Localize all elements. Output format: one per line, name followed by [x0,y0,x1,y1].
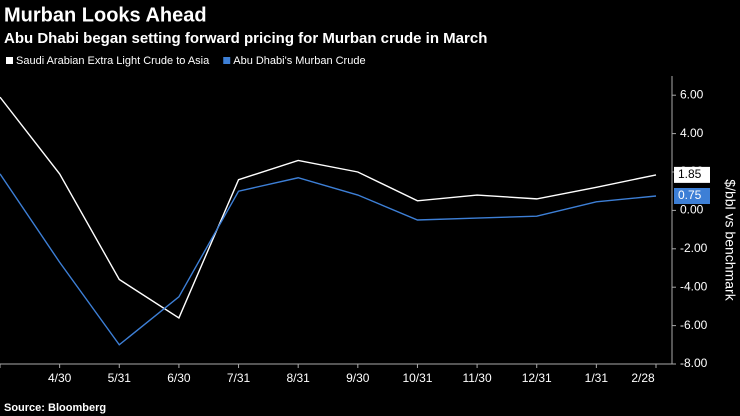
x-tick-label: 1/31 [585,371,609,385]
source: Source: Bloomberg [4,402,106,414]
y-tick-label: 0.00 [680,203,704,217]
x-tick-label: 2/28 [631,371,655,385]
end-label: 0.75 [678,188,702,202]
x-tick-label: 8/31 [287,371,311,385]
y-tick-label: 6.00 [680,87,704,101]
x-tick-label: 6/30 [167,371,191,385]
y-tick-label: 4.00 [680,126,704,140]
legend-swatch [223,57,231,64]
y-tick-label: -4.00 [680,279,708,293]
end-label: 1.85 [678,167,702,181]
legend-label: Saudi Arabian Extra Light Crude to Asia [16,55,210,67]
x-tick-label: 4/30 [48,371,72,385]
y-tick-label: -2.00 [680,241,708,255]
chart-title: Murban Looks Ahead [4,4,207,26]
legend-label: Abu Dhabi's Murban Crude [233,55,365,67]
y-axis-label: $/bbl vs benchmark [722,179,738,301]
x-tick-label: 9/30 [346,371,370,385]
x-tick-label: 12/31 [522,371,552,385]
end-label-box [674,166,710,183]
series-line [0,96,657,319]
series-line [0,173,657,346]
chart-subtitle: Abu Dhabi began setting forward pricing … [4,30,487,47]
x-tick-label: 10/31 [402,371,432,385]
y-tick-label: -6.00 [680,318,708,332]
legend-swatch [6,57,13,64]
end-label-box [674,188,710,204]
x-tick-label: 5/31 [108,371,132,385]
y-tick-label: -8.00 [680,356,708,370]
x-tick-label: 11/30 [463,371,492,385]
x-tick-label: 7/31 [227,371,251,385]
